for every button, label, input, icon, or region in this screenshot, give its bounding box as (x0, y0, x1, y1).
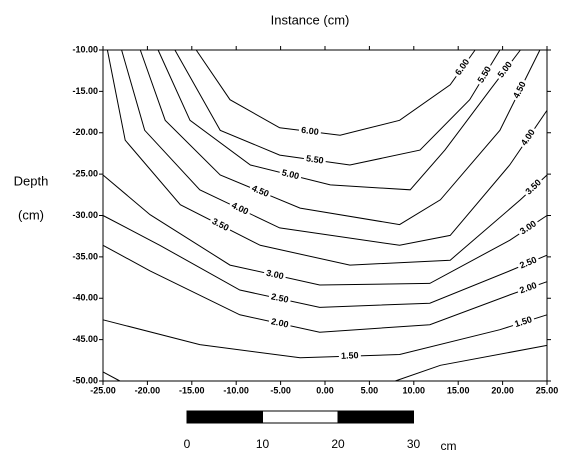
contour-label-bg (248, 182, 273, 201)
x-tick-label: 5.00 (361, 385, 379, 395)
x-tick-label: 10.00 (403, 385, 426, 395)
scale-unit: cm (441, 439, 457, 453)
contour-label: 1.50 (341, 350, 359, 361)
contour-label-bg (298, 125, 322, 138)
contour-line (102, 314, 548, 359)
y-tick-label: -20.00 (72, 127, 98, 137)
contour-label: 5.50 (305, 153, 324, 165)
x-tick-label: 15.00 (447, 385, 470, 395)
contour-label-bg (516, 254, 541, 272)
scale-segment (337, 410, 414, 424)
contour-line (139, 49, 541, 226)
contour-line (102, 244, 548, 333)
contour-label-bg (516, 279, 541, 297)
x-tick-label: 25.00 (536, 385, 559, 395)
scale-label: 30 (407, 437, 421, 451)
y-tick-label: -10.00 (72, 44, 98, 54)
x-tick-label: -20.00 (135, 385, 161, 395)
y-tick-label: -40.00 (72, 293, 98, 303)
contour-line (102, 174, 548, 286)
contour-line (174, 49, 501, 166)
contour-label: 6.00 (301, 125, 320, 137)
contour-label-bg (510, 78, 530, 103)
x-tick-label: 20.00 (491, 385, 514, 395)
contour-label: 3.00 (265, 268, 284, 282)
contour-label: 2.50 (270, 291, 289, 304)
contour-label: 2.00 (270, 316, 289, 329)
y-tick-label: -15.00 (72, 86, 98, 96)
contour-label: 5.00 (281, 167, 300, 181)
contour-line (106, 49, 548, 266)
contour-label-bg (263, 267, 287, 283)
y-tick-label: -45.00 (72, 334, 98, 344)
chart-title: Instance (cm) (271, 12, 350, 27)
scale-label: 10 (256, 437, 270, 451)
contour-line (157, 49, 521, 191)
x-tick-label: -10.00 (223, 385, 249, 395)
y-tick-label: -50.00 (72, 375, 98, 385)
x-tick-label: -5.00 (270, 385, 291, 395)
contour-label-bg (303, 153, 327, 167)
y-tick-label: -30.00 (72, 210, 98, 220)
contour-line (195, 49, 476, 136)
contour-label-bg (452, 55, 474, 80)
scale-segment (186, 410, 263, 424)
x-tick-label: -15.00 (179, 385, 205, 395)
contour-label: 1.50 (513, 314, 533, 329)
contour-line (121, 49, 548, 246)
contour-line (102, 344, 548, 382)
contour-label-bg (511, 314, 536, 331)
x-tick-label: -25.00 (90, 385, 116, 395)
contour-label-bg (227, 199, 252, 219)
y-axis-label: Depth (14, 173, 49, 188)
contour-label-bg (208, 215, 233, 235)
y-tick-label: -25.00 (72, 169, 98, 179)
contour-line (102, 215, 548, 308)
contour-label-bg (474, 62, 495, 87)
x-tick-label: 0.00 (316, 385, 334, 395)
y-axis-label: (cm) (18, 207, 44, 222)
contour-label-bg (267, 291, 292, 306)
contour-label-bg (518, 125, 539, 150)
scale-label: 0 (184, 437, 191, 451)
contour-label-bg (494, 58, 516, 82)
contour-label-bg (267, 316, 292, 331)
contour-label-bg (338, 350, 362, 362)
contour-label-bg (522, 176, 546, 199)
y-tick-label: -35.00 (72, 251, 98, 261)
scale-segment (262, 410, 339, 424)
scale-label: 20 (331, 437, 345, 451)
contour-label-bg (516, 217, 541, 239)
contour-label-bg (278, 167, 303, 183)
